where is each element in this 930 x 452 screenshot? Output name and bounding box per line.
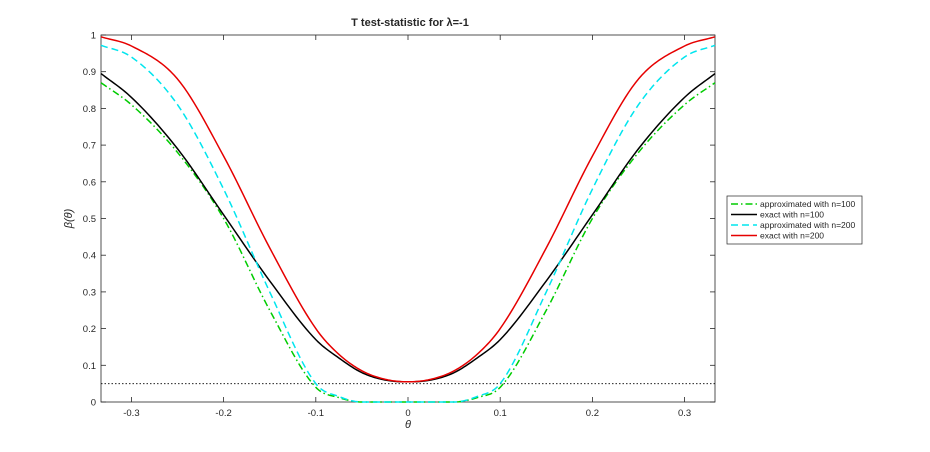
y-tick-label: 0.7 (83, 141, 96, 152)
y-tick-label: 0.6 (83, 177, 96, 188)
x-tick-label: 0.3 (678, 408, 691, 419)
x-tick-label: 0.2 (586, 408, 599, 419)
y-tick-label: 0.3 (83, 287, 96, 298)
y-tick-label: 0 (91, 398, 96, 409)
plot-frame (100, 34, 716, 403)
x-tick-label: -0.1 (308, 408, 324, 419)
x-tick-label: 0 (405, 408, 410, 419)
x-tick-label: -0.3 (123, 408, 139, 419)
series-line-2 (100, 44, 716, 403)
legend-label: approximated with n=200 (760, 220, 855, 230)
y-tick-label: 0.8 (83, 104, 96, 115)
legend-label: exact with n=200 (760, 231, 824, 241)
legend-label: exact with n=100 (760, 210, 824, 220)
chart-title: T test-statistic for λ=-1 (351, 17, 469, 29)
series-line-3 (100, 36, 716, 383)
y-tick-label: 0.9 (83, 67, 96, 78)
series-layer (100, 36, 716, 403)
x-tick-label: 0.1 (494, 408, 507, 419)
series-line-0 (100, 82, 716, 403)
y-tick-label: 0.1 (83, 361, 96, 372)
legend-label: approximated with n=100 (760, 199, 855, 209)
y-axis-label: β(θ) (63, 208, 75, 229)
x-axis-label: θ (405, 419, 411, 431)
axis-ticks: -0.3 -0.2 -0.1 0 0.1 0.2 0.3 0 0.1 0.2 0.3 0.4 0.5 0.… (83, 31, 715, 419)
x-tick-label: -0.2 (215, 408, 231, 419)
y-tick-label: 0.5 (83, 214, 96, 225)
y-tick-label: 0.2 (83, 324, 96, 335)
y-tick-label: 1 (91, 31, 96, 42)
y-tick-label: 0.4 (83, 251, 96, 262)
plot-area: -0.3 -0.2 -0.1 0 0.1 0.2 0.3 0 0.1 0.2 0.3 0.4 0.5 0.… (83, 31, 716, 419)
